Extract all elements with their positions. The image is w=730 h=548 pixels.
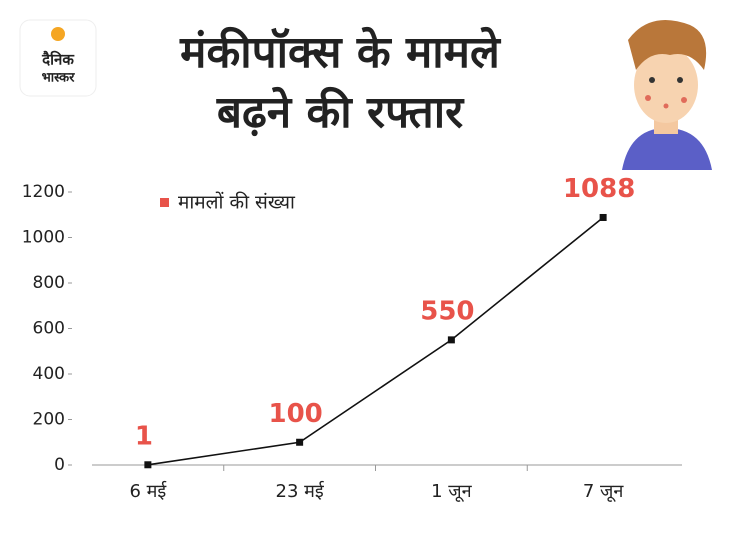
logo-box [19,19,97,97]
logo-text: दैनिक [41,51,75,69]
point [144,461,152,469]
logo-sun [51,27,65,41]
data-label: 550 [420,296,474,326]
x-tick-label: 6 मई [129,480,167,502]
point [599,213,607,221]
y-tick-label: 800 [33,273,65,293]
y-tick-label: 0 [54,455,65,475]
data-label: 100 [268,399,322,429]
y-tick-label: 1000 [22,228,65,248]
face-illustration [622,20,712,170]
y-tick-label: 600 [33,319,65,339]
point [296,438,304,446]
logo-text: भास्कर [42,71,76,86]
chart-title: मंकीपॉक्स के मामले [179,26,502,78]
data-label: 1088 [563,174,635,204]
y-tick-label: 200 [33,410,65,430]
point [447,336,455,344]
legend-marker [160,198,169,207]
x-tick-label: 7 जून [583,481,625,502]
legend-label: मामलों की संख्या [178,191,296,214]
y-tick-label: 400 [33,364,65,384]
x-tick-label: 1 जून [431,481,473,502]
chart-title: बढ़ने की रफ्तार [216,86,465,138]
data-label: 1 [135,421,153,451]
line [147,216,604,466]
y-tick-label: 1200 [22,182,65,202]
x-tick-label: 23 मई [276,480,325,502]
